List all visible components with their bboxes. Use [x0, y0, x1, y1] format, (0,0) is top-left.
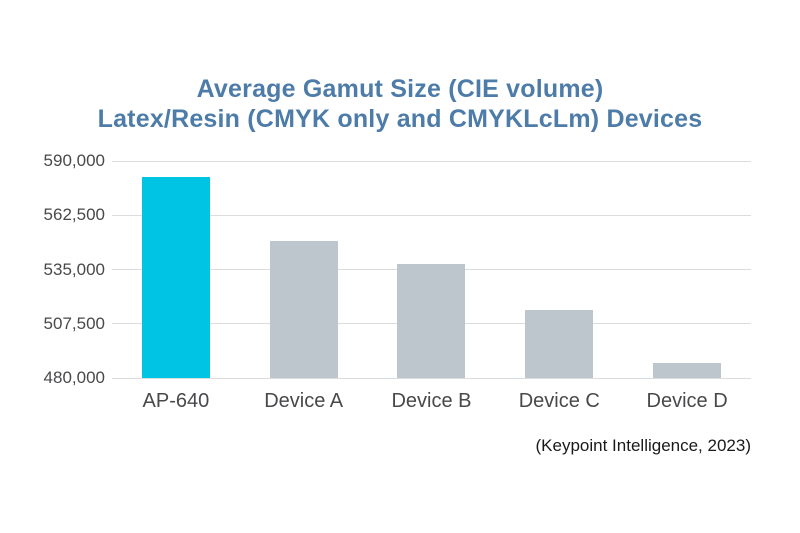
y-tick-label-590-000: 590,000	[43, 151, 105, 170]
y-tick-label-507-500: 507,500	[43, 313, 105, 333]
chart-title-line2: Latex/Resin (CMYK only and CMYKLcLm) Dev…	[97, 105, 703, 133]
bar-device-d	[653, 363, 722, 378]
bar-slot-ap-640	[112, 161, 240, 378]
x-tick-label-ap-640: AP-640	[142, 390, 210, 412]
bar-slot-device-d	[623, 161, 751, 378]
gridline-590-000	[112, 160, 751, 162]
x-tick-label-device-c: Device C	[518, 390, 600, 412]
attribution: (Keypoint Intelligence, 2023)	[535, 436, 751, 455]
gridline-480-000	[112, 377, 751, 379]
bar-slot-device-b	[368, 161, 496, 378]
chart-title: Average Gamut Size (CIE volume) Latex/Re…	[0, 74, 800, 134]
bar-slot-device-a	[240, 161, 368, 378]
bar-ap-640	[141, 176, 210, 378]
bar-device-a	[269, 240, 338, 378]
bar-slot-device-c	[495, 161, 623, 378]
x-tick-label-device-d: Device D	[646, 390, 728, 412]
chart-title-line1: Average Gamut Size (CIE volume)	[196, 75, 604, 103]
x-tick-label-device-a: Device A	[264, 390, 344, 412]
y-tick-label-562-500: 562,500	[43, 205, 105, 225]
y-tick-label-480-000: 480,000	[43, 368, 105, 387]
bar-device-b	[397, 263, 466, 378]
plot-area	[112, 160, 751, 379]
y-tick-label-535-000: 535,000	[43, 259, 105, 279]
x-tick-label-device-b: Device B	[391, 390, 472, 412]
bars	[112, 161, 751, 378]
bar-device-c	[525, 309, 594, 378]
x-axis-labels: AP-640 Device A Device B Device C Device D	[112, 390, 751, 413]
y-axis-labels: 480,000 507,500 535,000 562,500 590,000	[0, 151, 105, 387]
gridline-562-500	[112, 214, 751, 216]
